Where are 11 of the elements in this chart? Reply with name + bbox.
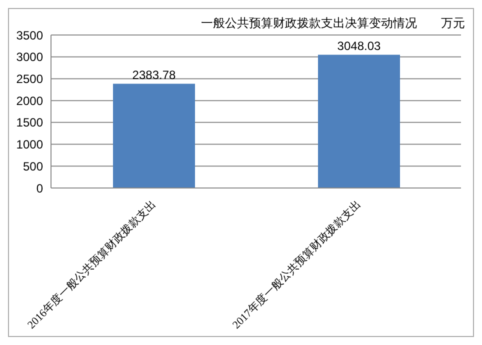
y-tick-label: 3500 <box>16 28 44 42</box>
y-tick-label: 3000 <box>16 50 44 64</box>
y-tick-label: 500 <box>22 159 44 174</box>
y-tick-label: 1000 <box>16 138 44 152</box>
data-label: 3048.03 <box>337 38 382 53</box>
y-tick-label: 2500 <box>16 72 44 86</box>
y-tick-label: 1500 <box>16 116 44 130</box>
y-tick-label: 2000 <box>16 94 44 108</box>
y-tick-label: 0 <box>36 181 44 196</box>
data-label: 2383.78 <box>132 68 176 82</box>
chart-title: 一般公共预算财政拨款支出决算变动情况 万元 <box>201 15 465 32</box>
